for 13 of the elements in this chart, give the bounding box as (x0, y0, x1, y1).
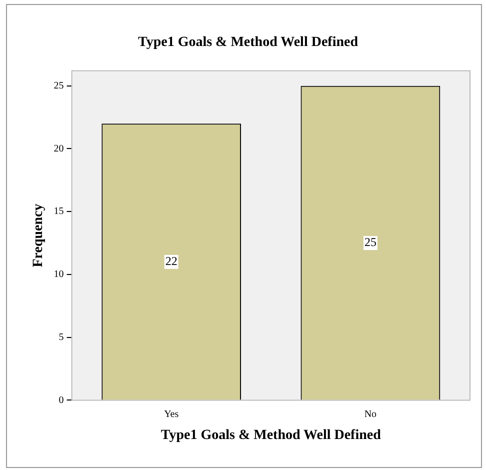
data-label: 25 (364, 235, 376, 250)
data-label: 22 (165, 254, 178, 268)
y-axis-title: Frequency (31, 204, 46, 268)
x-tick-label: No (364, 408, 377, 420)
x-axis-title: Type1 Goals & Method Well Defined (160, 428, 382, 444)
y-tick-label: 15 (54, 206, 64, 218)
chart-title: Type1 Goals & Method Well Defined (138, 35, 358, 50)
x-tick-label: Yes (164, 408, 179, 420)
y-tick-label: 25 (54, 80, 64, 92)
y-tick-label: 0 (58, 394, 64, 406)
y-tick-label: 20 (54, 143, 64, 154)
y-tick-label: 5 (58, 332, 64, 343)
y-tick-label: 10 (54, 269, 64, 280)
